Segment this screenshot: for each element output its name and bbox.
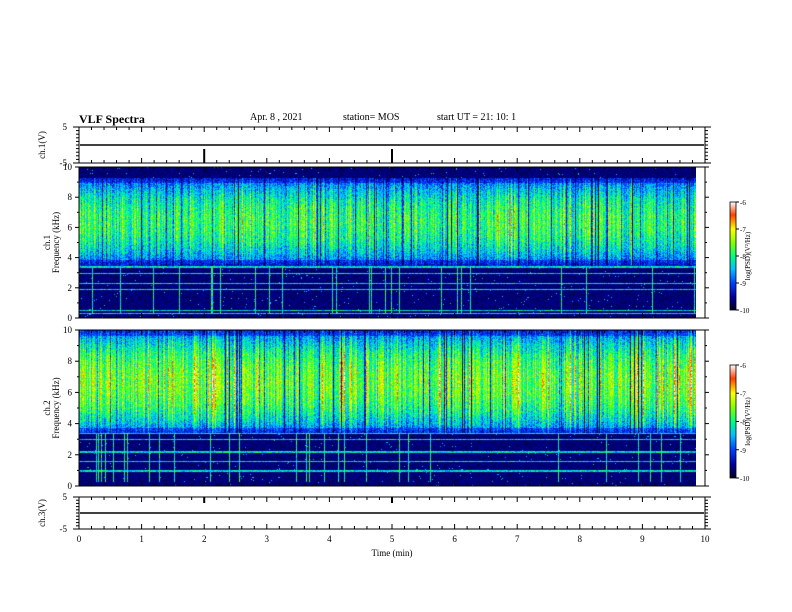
colorbar-tick-label: -10 — [740, 307, 750, 315]
ch2-spectrogram-image — [79, 330, 696, 486]
x-tick-label: 8 — [578, 534, 583, 544]
colorbar-tick-label: -9 — [740, 447, 746, 455]
y-axis-label: ch.1(V) — [37, 131, 47, 159]
y-tick-label: 6 — [68, 387, 73, 397]
x-tick-label: 2 — [202, 534, 207, 544]
y-tick-label: 4 — [68, 419, 73, 429]
colorbar-tick-label: -7 — [740, 226, 746, 234]
station-label: station= MOS — [343, 112, 400, 123]
y-axis-label-frequency: Frequency (kHz) — [51, 377, 61, 438]
y-tick-label: -5 — [60, 524, 68, 534]
colorbar-tick-label: -8 — [740, 419, 746, 427]
y-tick-label: 10 — [63, 325, 73, 335]
colorbar-label: log(PSD)(V²/Hz) — [744, 397, 752, 446]
y-tick-label: 8 — [68, 356, 73, 366]
colorbar-label: log(PSD)(V²/Hz) — [744, 231, 752, 280]
x-tick-label: 5 — [390, 534, 395, 544]
colorbar-tick-label: -6 — [740, 199, 746, 207]
y-axis-label-channel: ch.2 — [42, 400, 52, 415]
start-time-label: start UT = 21: 10: 1 — [437, 112, 517, 123]
y-tick-label: 10 — [63, 162, 73, 172]
colorbar-tick-label: -10 — [740, 475, 750, 483]
y-tick-label: 2 — [68, 450, 73, 460]
y-tick-label: 5 — [63, 492, 68, 502]
colorbar-tick-label: -6 — [740, 362, 746, 370]
y-tick-label: 0 — [68, 481, 73, 491]
x-tick-label: 3 — [265, 534, 270, 544]
colorbar — [729, 364, 737, 479]
y-tick-label: 5 — [63, 122, 68, 132]
x-tick-label: 7 — [515, 534, 520, 544]
y-tick-label: 4 — [68, 253, 73, 263]
y-tick-label: 0 — [68, 313, 73, 323]
y-tick-label: 2 — [68, 283, 73, 293]
x-tick-label: 9 — [640, 534, 645, 544]
x-tick-label: 4 — [327, 534, 332, 544]
y-tick-label: -5 — [60, 158, 68, 168]
y-axis-label-frequency: Frequency (kHz) — [51, 212, 61, 273]
date-label: Apr. 8 , 2021 — [250, 112, 303, 123]
ch1-spectrogram-image — [79, 167, 696, 318]
colorbar-tick-label: -8 — [740, 253, 746, 261]
spectrogram-layer — [79, 167, 696, 486]
colorbar-tick-label: -7 — [740, 390, 746, 398]
x-tick-label: 6 — [452, 534, 457, 544]
y-axis-label: ch.3(V) — [37, 499, 47, 527]
colorbar — [729, 201, 737, 311]
x-tick-label: 1 — [139, 534, 144, 544]
y-tick-label: 8 — [68, 192, 73, 202]
x-axis-label: Time (min) — [372, 548, 413, 558]
chart-title: VLF Spectra — [79, 112, 145, 126]
y-tick-label: 6 — [68, 222, 73, 232]
x-tick-label: 10 — [701, 534, 711, 544]
x-tick-label: 0 — [77, 534, 82, 544]
colorbar-tick-label: -9 — [740, 280, 746, 288]
y-axis-label-channel: ch.1 — [42, 235, 52, 250]
